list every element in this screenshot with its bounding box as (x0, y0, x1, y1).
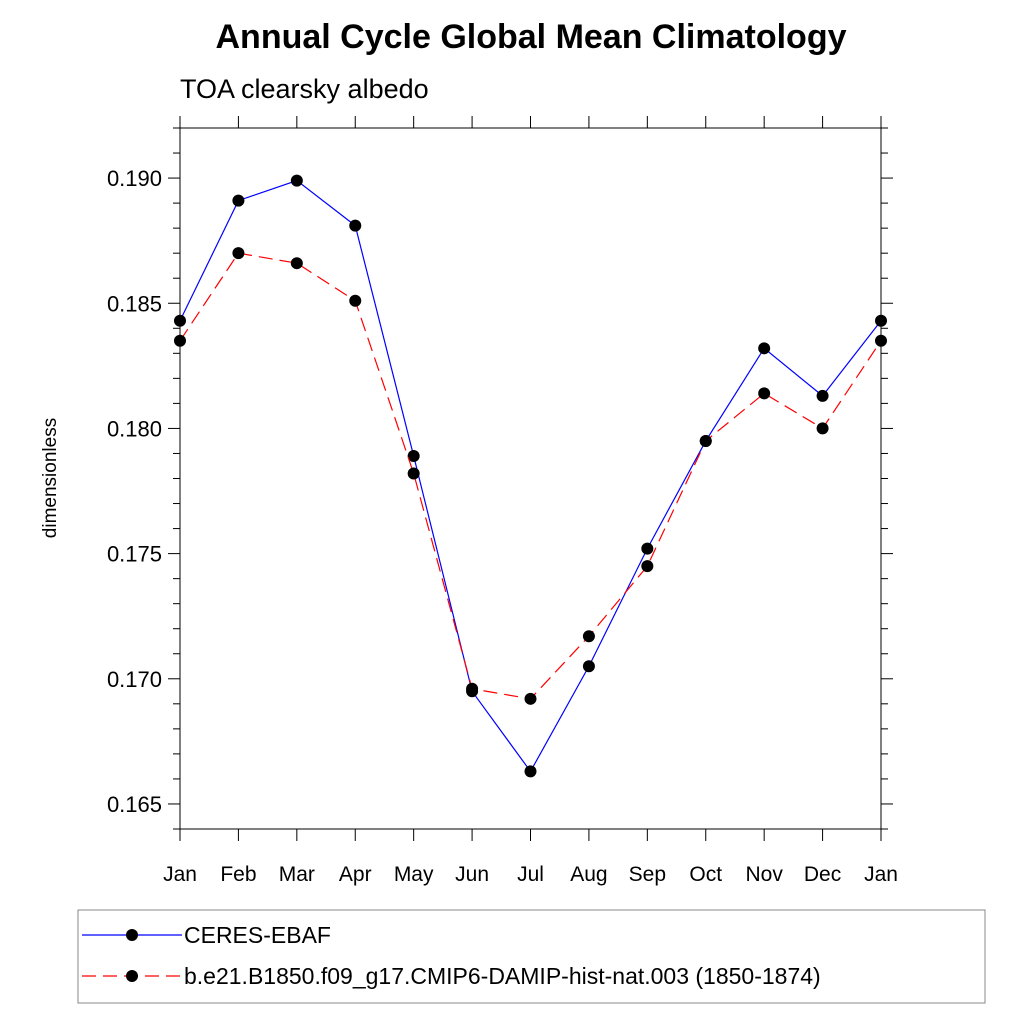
chart-subtitle: TOA clearsky albedo (180, 74, 429, 104)
x-tick-label: May (394, 863, 434, 886)
y-tick-label: 0.190 (107, 166, 162, 191)
plot-frame (179, 127, 882, 830)
series-2-point (524, 692, 537, 705)
x-tick-label: Sep (629, 863, 666, 886)
legend-marker-1 (126, 929, 138, 941)
x-tick-label: Jan (163, 863, 197, 886)
series-1-point (758, 342, 771, 355)
x-tick-label: Jul (517, 863, 544, 886)
series-2-point (582, 630, 595, 643)
series-layer (174, 174, 887, 778)
series-1-point (407, 449, 420, 462)
series-1-point (232, 194, 245, 207)
y-tick-label: 0.175 (107, 542, 162, 567)
series-2-point (466, 682, 479, 695)
x-tick-label: Mar (279, 863, 315, 886)
series-line-2 (179, 252, 882, 700)
series-1-point (349, 219, 362, 232)
x-tick-label: Apr (339, 863, 372, 886)
series-2-point (699, 434, 712, 447)
legend-label-2: b.e21.B1850.f09_g17.CMIP6-DAMIP-hist-nat… (184, 963, 821, 989)
x-tick-label: Jun (455, 863, 489, 886)
x-tick-label: Aug (570, 863, 607, 886)
series-2-point (758, 387, 771, 400)
axis-ticks (168, 116, 893, 841)
legend-marker-2 (126, 970, 138, 982)
y-tick-label: 0.185 (107, 291, 162, 316)
series-2-point (407, 467, 420, 480)
series-1-point (290, 174, 303, 187)
x-tick-labels: Jan Feb Mar Apr May Jun Jul Aug Sep Oct Nov Dec Jan (163, 863, 898, 886)
series-1-point (582, 660, 595, 673)
y-tick-label: 0.165 (107, 792, 162, 817)
chart-title: Annual Cycle Global Mean Climatology (216, 18, 847, 56)
series-2-point (290, 257, 303, 270)
series-1-point (816, 389, 829, 402)
x-tick-label: Dec (804, 863, 841, 886)
y-tick-labels: 0.165 0.170 0.175 0.180 0.185 0.190 (107, 166, 162, 817)
series-2-point (232, 247, 245, 260)
series-2-point (816, 422, 829, 435)
y-axis-label: dimensionless (40, 418, 61, 538)
series-1-point (641, 542, 654, 555)
x-tick-label: Feb (220, 863, 256, 886)
x-tick-label: Jan (864, 863, 898, 886)
x-tick-label: Nov (745, 863, 783, 886)
series-2-point (641, 560, 654, 573)
series-2-point (349, 294, 362, 307)
legend: CERES-EBAF b.e21.B1850.f09_g17.CMIP6-DAMI… (77, 909, 986, 1004)
y-tick-label: 0.170 (107, 667, 162, 692)
legend-box (77, 909, 986, 1004)
legend-label-1: CERES-EBAF (184, 922, 331, 948)
series-line-1 (179, 179, 882, 773)
x-tick-label: Oct (689, 863, 722, 886)
y-tick-label: 0.180 (107, 416, 162, 441)
series-1-point (524, 765, 537, 778)
